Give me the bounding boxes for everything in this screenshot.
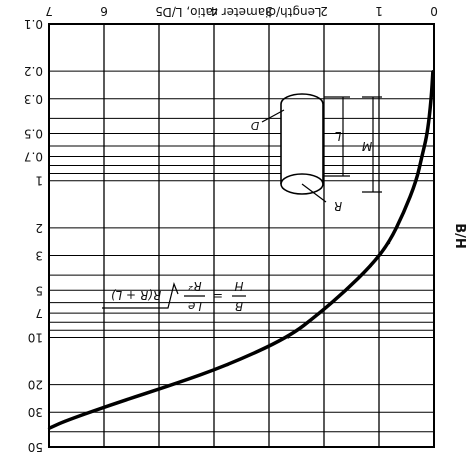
x-tick-label: 5: [155, 4, 163, 18]
x-tick-labels: 0 1 2 3 4 5 6 7: [45, 4, 438, 18]
plot-frame: [48, 23, 435, 448]
series-point: [431, 69, 435, 73]
series-points: [47, 69, 435, 430]
series-point: [116, 401, 119, 404]
rotated-plot-group: 0 1 2 3 4 5 6 7 0.1 0.2 0.3 0.5 0.7 1 2 3 5 7 10 20 30 50 Le…: [24, 4, 467, 454]
series-point: [369, 264, 372, 268]
x-tick-label: 0: [430, 4, 438, 18]
x-tick-label: 7: [45, 4, 53, 18]
formula-lhs-denominator: H: [234, 279, 243, 293]
formula-rhs-numerator: Le: [188, 299, 202, 313]
series-point: [420, 155, 424, 158]
x-tick-label: 4: [210, 4, 218, 18]
series-point: [387, 241, 391, 245]
series-point: [318, 311, 321, 315]
cylinder-diagram: R L M D: [251, 93, 382, 213]
y-tick-label: 3: [35, 249, 43, 263]
formula-sqrt-argument: R(R + L): [111, 288, 161, 302]
y-tick-label: 0.3: [24, 92, 43, 106]
grid-lines: [49, 24, 434, 447]
y-axis-label: B/H: [452, 223, 467, 249]
y-tick-label: 0.5: [24, 127, 43, 141]
x-tick-label: 1: [375, 4, 383, 18]
series-point: [64, 419, 67, 422]
x-tick-label: 6: [100, 4, 108, 18]
distance-label: M: [361, 139, 372, 153]
y-tick-label: 0.2: [24, 64, 43, 78]
y-tick-label: 0.7: [24, 149, 43, 163]
diameter-pointer-line: [261, 109, 285, 123]
y-tick-label: 1: [35, 174, 43, 188]
series-point: [287, 336, 290, 339]
series-point: [47, 427, 51, 430]
y-tick-label: 2: [35, 221, 43, 235]
x-axis-label: Length/diameter ratio, L/D: [163, 5, 322, 19]
cylinder-bottom-face: [280, 93, 324, 105]
series-point: [344, 289, 348, 292]
series-point: [171, 383, 174, 386]
series-point: [426, 132, 429, 135]
length-label: L: [335, 129, 342, 143]
y-tick-label: 0.1: [24, 17, 43, 31]
y-tick-labels: 0.1 0.2 0.3 0.5 0.7 1 2 3 5 7 10 20 30 50: [24, 17, 43, 454]
series-point: [402, 211, 405, 214]
formula-lhs-numerator: B: [235, 299, 243, 313]
x-tick-label: 2: [320, 4, 328, 18]
formula-equals: =: [213, 289, 223, 303]
series-point: [226, 363, 229, 367]
diameter-label: D: [251, 119, 259, 132]
y-tick-label: 20: [28, 378, 43, 392]
x-tick-label: 3: [265, 4, 273, 18]
formula-sqrt-sign: [102, 282, 179, 309]
series-point: [430, 97, 433, 100]
y-tick-label: 5: [35, 283, 43, 297]
series-point: [415, 179, 418, 182]
y-tick-label: 30: [28, 405, 43, 419]
y-tick-label: 7: [35, 306, 43, 320]
formula-annotation: B H = Le R² R(R + L): [102, 279, 246, 313]
radius-pointer-line: [301, 183, 327, 203]
cylinder-fill: [281, 104, 323, 184]
y-tick-label: 10: [28, 330, 43, 344]
radius-label: R: [334, 199, 342, 213]
y-tick-label: 50: [28, 440, 43, 454]
formula-rhs-denominator: R²: [188, 279, 201, 293]
